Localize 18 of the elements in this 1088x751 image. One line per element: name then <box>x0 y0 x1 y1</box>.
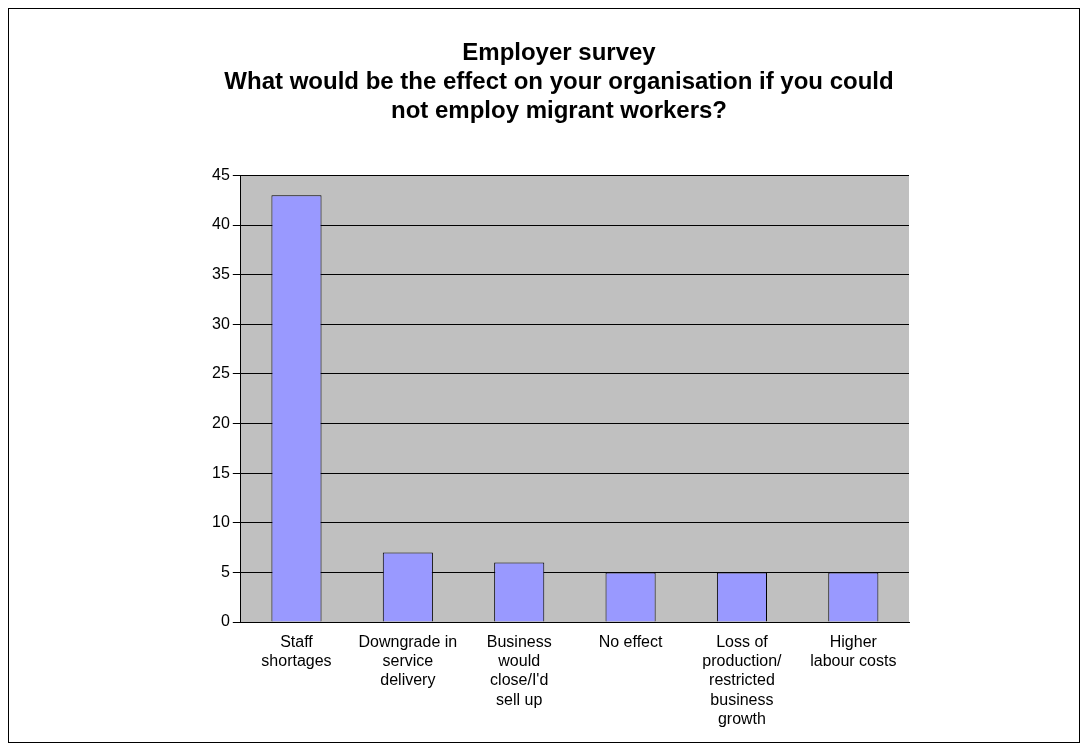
y-tick-label: 15 <box>212 463 230 481</box>
y-tick-label: 25 <box>212 364 230 382</box>
y-tick-label: 30 <box>212 314 230 332</box>
x-tick-label: Downgrade in service delivery <box>358 633 458 689</box>
x-tick-label: Business would close/I'd sell up <box>486 633 552 708</box>
x-tick-label: No effect <box>598 633 663 651</box>
y-tick-label: 35 <box>212 265 230 283</box>
y-tick-label: 5 <box>220 562 230 580</box>
x-tick-label: Loss of production/ restricted business growth <box>702 633 783 727</box>
y-tick-label: 0 <box>220 612 230 630</box>
y-tick-label: 40 <box>212 215 230 233</box>
y-tick-label: 45 <box>212 165 230 183</box>
y-tick-label: 20 <box>212 413 230 431</box>
chart-subtitle: What would be the effect on your organisation if you could not employ migrant workers? <box>224 66 894 123</box>
x-tick-label: Higher labour costs <box>810 633 897 670</box>
x-tick-label: Staff shortages <box>261 633 332 670</box>
chart-title: Employer survey <box>462 38 657 66</box>
y-tick-label: 10 <box>212 513 230 531</box>
